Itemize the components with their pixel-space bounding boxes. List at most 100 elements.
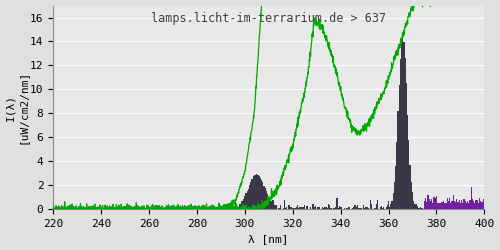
Bar [346, 208, 347, 209]
Bar [249, 185, 250, 209]
Bar [413, 201, 414, 209]
Bar [436, 196, 437, 209]
Bar [315, 206, 316, 209]
Bar [264, 188, 266, 209]
Bar [389, 208, 390, 209]
Bar [444, 203, 446, 209]
Bar [266, 191, 267, 209]
Bar [246, 192, 248, 209]
Bar [354, 205, 356, 209]
Bar [485, 201, 486, 209]
Bar [250, 182, 252, 209]
Bar [412, 192, 413, 209]
Bar [407, 115, 408, 209]
Bar [482, 198, 484, 209]
Bar [458, 200, 460, 209]
Bar [329, 205, 330, 209]
Bar [357, 205, 358, 209]
Bar [334, 208, 335, 209]
Bar [280, 205, 281, 209]
Bar [386, 205, 388, 209]
Bar [297, 205, 298, 209]
Bar [416, 206, 418, 209]
Bar [302, 207, 303, 209]
Bar [306, 206, 308, 209]
Bar [228, 208, 230, 209]
Bar [400, 59, 401, 209]
Bar [304, 205, 306, 209]
Bar [434, 198, 436, 209]
Bar [270, 201, 272, 209]
Bar [418, 208, 419, 209]
Bar [479, 198, 480, 209]
Bar [267, 194, 268, 209]
Bar [455, 202, 456, 209]
Bar [292, 208, 294, 209]
Bar [449, 198, 450, 209]
X-axis label: λ [nm]: λ [nm] [248, 234, 289, 244]
Bar [443, 201, 444, 209]
Bar [472, 199, 473, 209]
Bar [242, 200, 243, 209]
Bar [317, 207, 318, 209]
Bar [480, 201, 482, 209]
Bar [240, 201, 242, 209]
Bar [431, 199, 432, 209]
Bar [424, 200, 425, 209]
Bar [286, 207, 288, 209]
Bar [252, 176, 254, 209]
Bar [312, 204, 314, 209]
Bar [278, 208, 279, 209]
Bar [466, 203, 467, 209]
Bar [279, 208, 280, 209]
Y-axis label: I(λ)
[uW/cm2/nm]: I(λ) [uW/cm2/nm] [6, 70, 27, 144]
Bar [390, 204, 392, 209]
Bar [272, 200, 273, 209]
Bar [468, 203, 469, 209]
Bar [248, 188, 249, 209]
Bar [348, 207, 350, 209]
Bar [370, 200, 371, 209]
Bar [291, 208, 292, 209]
Bar [478, 203, 479, 209]
Bar [395, 166, 396, 209]
Bar [438, 203, 440, 209]
Bar [236, 207, 237, 209]
Bar [432, 203, 434, 209]
Bar [460, 203, 461, 209]
Bar [426, 202, 428, 209]
Bar [330, 208, 332, 209]
Bar [420, 206, 422, 209]
Bar [359, 208, 360, 209]
Bar [394, 182, 395, 209]
Bar [461, 200, 462, 209]
Bar [254, 175, 255, 209]
Bar [408, 140, 410, 209]
Bar [406, 83, 407, 209]
Bar [234, 201, 236, 209]
Bar [363, 205, 364, 209]
Bar [352, 208, 353, 209]
Bar [298, 208, 300, 209]
Bar [347, 208, 348, 209]
Bar [376, 204, 377, 209]
Bar [353, 207, 354, 209]
Bar [366, 207, 368, 209]
Bar [402, 33, 404, 209]
Bar [365, 208, 366, 209]
Bar [467, 201, 468, 209]
Bar [398, 85, 400, 209]
Bar [440, 202, 442, 209]
Bar [238, 208, 240, 209]
Bar [237, 208, 238, 209]
Bar [448, 201, 449, 209]
Bar [442, 202, 443, 209]
Bar [341, 207, 342, 209]
Bar [428, 199, 430, 209]
Bar [456, 200, 458, 209]
Bar [388, 201, 389, 209]
Bar [333, 208, 334, 209]
Bar [258, 176, 260, 209]
Bar [322, 206, 323, 209]
Bar [318, 208, 320, 209]
